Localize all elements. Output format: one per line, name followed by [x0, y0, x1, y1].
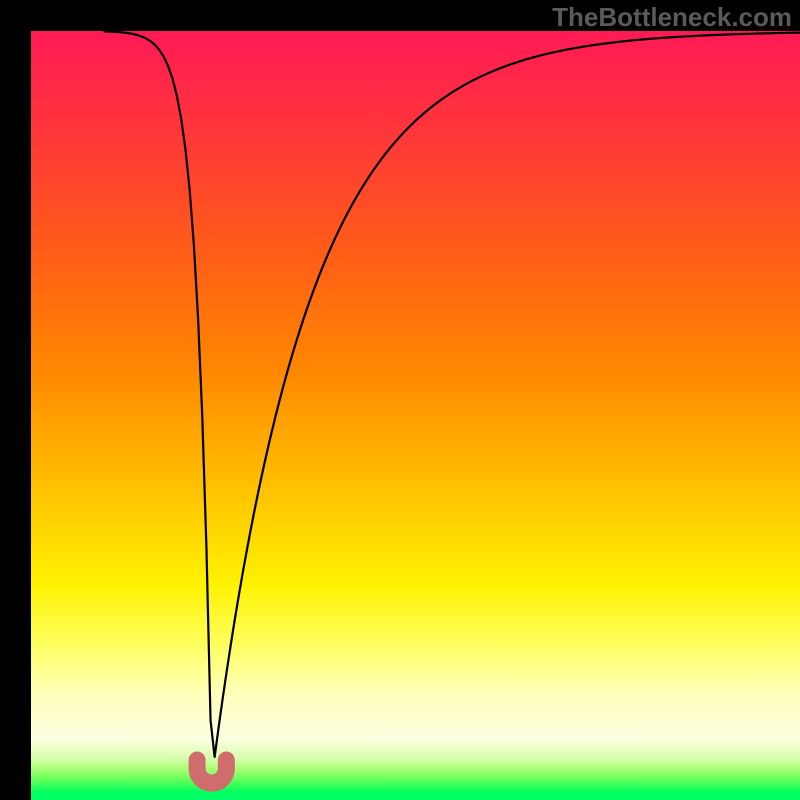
plot-svg	[31, 31, 800, 800]
chart-container: TheBottleneck.com	[0, 0, 800, 800]
watermark-text: TheBottleneck.com	[552, 2, 792, 33]
gradient-background	[31, 31, 800, 800]
plot-area	[31, 31, 800, 800]
